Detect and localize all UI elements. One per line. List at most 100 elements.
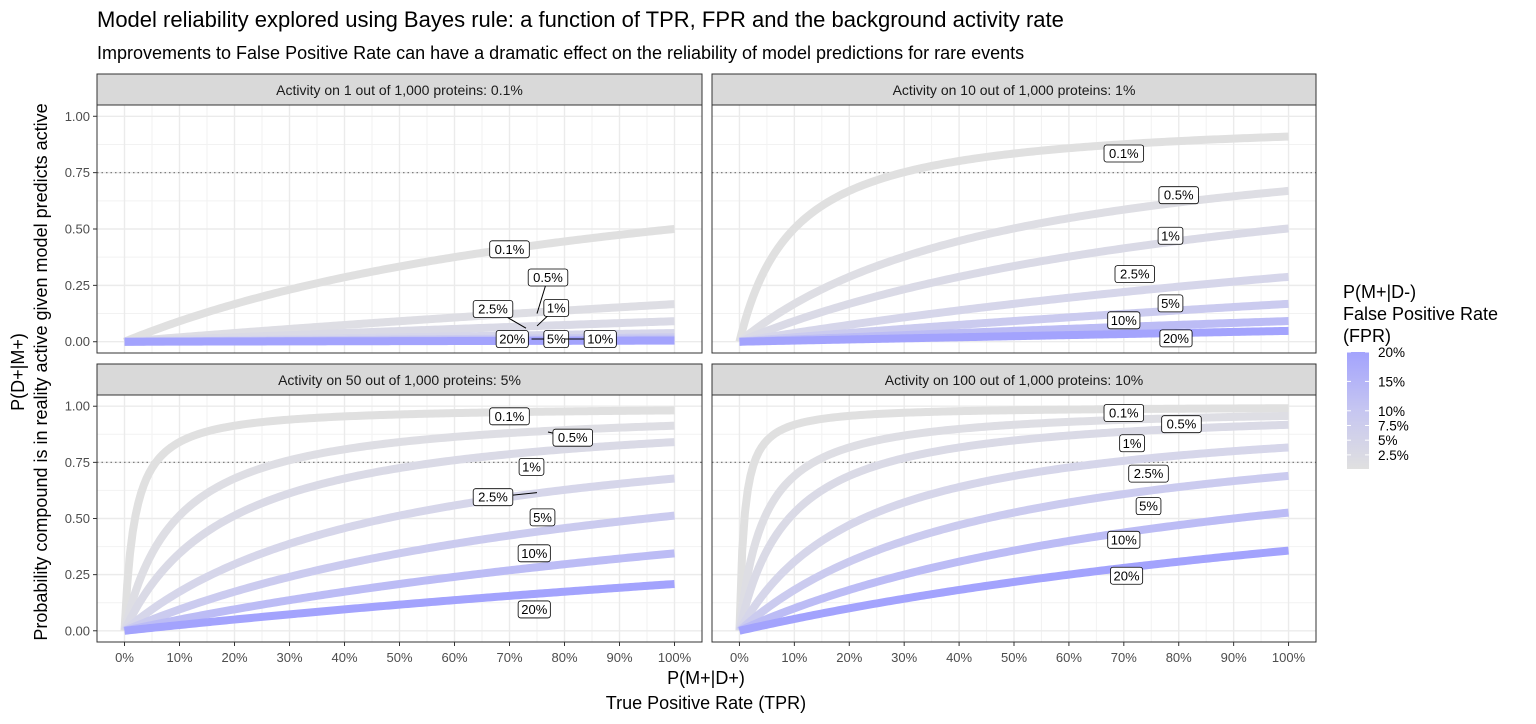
series-label-text: 20% (499, 332, 525, 347)
series-label-text: 0.1% (1109, 405, 1139, 420)
facet-panel-1: Activity on 1 out of 1,000 proteins: 0.1… (65, 73, 703, 354)
series-label-text: 1% (522, 459, 541, 474)
series-label-text: 1% (547, 300, 566, 315)
series-label-text: 10% (587, 332, 613, 347)
label-box (472, 300, 514, 318)
series-label: 1% (1157, 226, 1184, 245)
legend-tick-label: 2.5% (1378, 448, 1409, 463)
legend-tick-label: 7.5% (1378, 418, 1409, 433)
series-line-fpr-20pct (738, 546, 1290, 635)
series-line-fpr-20pct (123, 579, 676, 635)
y-tick-label: 0.00 (65, 623, 90, 638)
series-label: 1% (518, 457, 545, 476)
x-tick-label: 20% (836, 650, 862, 665)
series-label-text: 5% (1161, 296, 1180, 311)
series-label: 20% (1110, 566, 1144, 585)
series-label: 1% (1119, 434, 1145, 453)
series-line-fpr-1pct (120, 438, 676, 633)
x-tick-label: 80% (551, 650, 577, 665)
series-label-text: 20% (521, 602, 547, 617)
label-box (1119, 434, 1145, 453)
facet-strip (96, 73, 703, 106)
series-label-text: 0.5% (1167, 417, 1197, 432)
series-line-fpr-2-5pct (121, 474, 676, 634)
facet-strip-label: Activity on 10 out of 1,000 proteins: 1% (893, 82, 1136, 98)
facet-panels: Activity on 1 out of 1,000 proteins: 0.1… (65, 73, 1317, 665)
series-line-fpr-10pct (123, 549, 676, 635)
series-label-text: 0.1% (1109, 146, 1139, 161)
x-tick-label: 70% (496, 650, 522, 665)
x-axis-title-line2: True Positive Rate (TPR) (606, 693, 806, 713)
series-label-text: 2.5% (478, 490, 508, 505)
series-label: 0.1% (1103, 144, 1145, 163)
series-line-fpr-10pct (737, 508, 1290, 635)
series-line-fpr-2-5pct (738, 272, 1290, 346)
series-label: 10% (1107, 311, 1141, 330)
chart-title: Model reliability explored using Bayes r… (97, 7, 1064, 32)
series-line-fpr-0-1pct (735, 404, 1290, 631)
facet-strip (96, 363, 703, 396)
series-label-text: 0.1% (495, 409, 525, 424)
label-box (517, 600, 551, 619)
facet-strip-label: Activity on 1 out of 1,000 proteins: 0.1… (276, 82, 523, 98)
label-box (472, 488, 514, 507)
series-label-text: 0.5% (558, 430, 588, 445)
series-label: 10% (517, 544, 551, 563)
facet-strip (711, 363, 1317, 396)
series-label: 20% (517, 600, 551, 619)
y-tick-label: 0.75 (65, 455, 90, 470)
label-box (517, 544, 551, 563)
facet-strip-label: Activity on 50 out of 1,000 proteins: 5% (278, 372, 521, 388)
series-label-text: 5% (547, 332, 566, 347)
series-label: 0.1% (1103, 404, 1145, 422)
x-tick-label: 100% (658, 650, 692, 665)
series-label: 0.5% (547, 428, 593, 447)
legend-tick-label: 15% (1378, 374, 1405, 389)
x-tick-label: 90% (606, 650, 632, 665)
series-label: 0.5% (1158, 186, 1199, 205)
legend: P(M+|D-) False Positive Rate (FPR) 20% 15… (1343, 282, 1498, 469)
chart-subtitle: Improvements to False Positive Rate can … (97, 43, 1024, 63)
label-box (527, 268, 569, 287)
label-box (1161, 415, 1202, 434)
series-label: 10% (564, 330, 617, 348)
series-label-text: 0.5% (533, 270, 563, 285)
series-label-text: 1% (1161, 228, 1180, 243)
series-label: 2.5% (1128, 464, 1169, 483)
series-label-text: 0.5% (1164, 188, 1194, 203)
label-box (1114, 265, 1155, 283)
series-label-text: 1% (1123, 436, 1142, 451)
series-line-fpr-5pct (122, 511, 676, 635)
label-box (543, 299, 570, 317)
series-label-text: 5% (1139, 499, 1158, 514)
y-tick-label: 0.25 (65, 278, 90, 293)
y-tick-label: 0.75 (65, 165, 90, 180)
series-label: 20% (1159, 329, 1193, 348)
legend-tick-label: 10% (1378, 404, 1405, 419)
y-tick-label: 1.00 (65, 399, 90, 414)
legend-colorbar: 20% 15% 10%7.5%5%2.5% (1347, 345, 1409, 469)
series-label: 2.5% (472, 488, 538, 507)
legend-title-line2: False Positive Rate (1343, 304, 1498, 324)
series-label: 10% (1107, 530, 1141, 549)
x-tick-label: 40% (331, 650, 357, 665)
y-tick-label: 0.50 (65, 222, 90, 237)
series-line-fpr-1pct (737, 224, 1290, 346)
label-box (1107, 311, 1141, 330)
series-line-fpr-2-5pct (735, 443, 1290, 633)
series-label: 1% (536, 299, 570, 327)
label-box (1103, 144, 1145, 163)
series-label: 5% (1135, 497, 1162, 516)
label-box (1128, 464, 1169, 483)
series-label: 5% (531, 330, 570, 348)
facet-panel-2: Activity on 10 out of 1,000 proteins: 1%… (711, 73, 1317, 354)
x-tick-label: 0% (115, 650, 134, 665)
x-axis-title: P(M+|D+) True Positive Rate (TPR) (606, 668, 806, 713)
label-box (1157, 226, 1184, 245)
x-tick-label: 10% (166, 650, 192, 665)
facet-panel-4: Activity on 100 out of 1,000 proteins: 1… (711, 363, 1317, 665)
x-tick-label: 90% (1221, 650, 1247, 665)
y-axis-title-line1: P(D+|M+) (8, 333, 28, 411)
x-tick-label: 50% (1001, 650, 1027, 665)
